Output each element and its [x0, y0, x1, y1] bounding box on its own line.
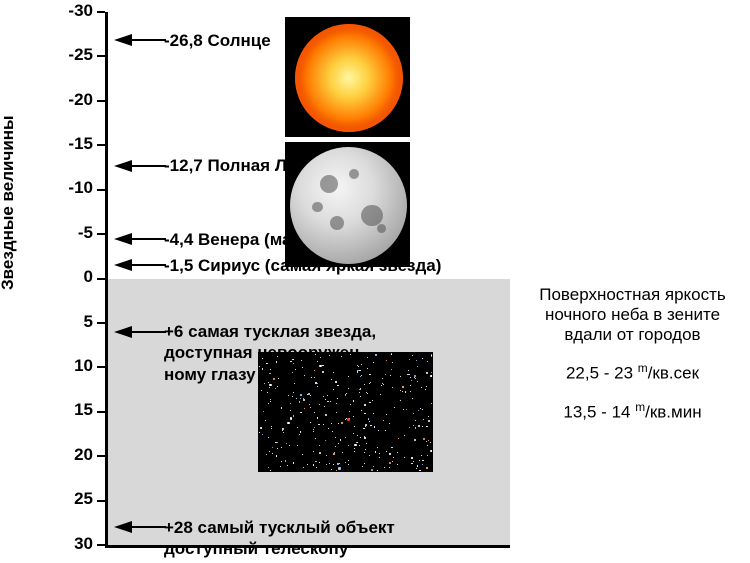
annotation-label: -26,8 Солнце [164, 30, 271, 51]
side-title-line: Поверхностная яркость [525, 285, 740, 305]
tick-mark [97, 189, 105, 191]
tick-label: -5 [53, 223, 93, 243]
tick-label: 10 [53, 356, 93, 376]
tick-mark [97, 366, 105, 368]
annotation-arrow-head [114, 34, 132, 46]
tick-label: 15 [53, 400, 93, 420]
tick-label: 0 [53, 267, 93, 287]
tick-mark [97, 322, 105, 324]
tick-label: -15 [53, 134, 93, 154]
annotation-arrow-line [126, 238, 166, 240]
side-value-line: 13,5 - 14 m/кв.мин [525, 400, 740, 423]
sky-brightness-panel: Поверхностная яркостьночного неба в зени… [525, 285, 740, 422]
moon-image [285, 142, 410, 267]
annotation-arrow-head [114, 521, 132, 533]
sun-image [285, 17, 410, 137]
tick-mark [97, 11, 105, 13]
annotation-arrow-line [126, 165, 166, 167]
tick-mark [97, 278, 105, 280]
tick-mark [97, 55, 105, 57]
starfield-image [258, 352, 433, 472]
tick-label: 5 [53, 312, 93, 332]
y-axis-line [105, 12, 108, 545]
tick-label: 30 [53, 534, 93, 554]
tick-mark [97, 500, 105, 502]
tick-mark [97, 100, 105, 102]
tick-label: -10 [53, 178, 93, 198]
tick-mark [97, 144, 105, 146]
side-title-line: вдали от городов [525, 325, 740, 345]
tick-label: -30 [53, 1, 93, 21]
side-value-line: 22,5 - 23 m/кв.сек [525, 361, 740, 384]
annotation-label: +28 самый тусклый объект доступный телес… [164, 517, 395, 560]
tick-mark [97, 455, 105, 457]
annotation-arrow-head [114, 233, 132, 245]
tick-mark [97, 544, 105, 546]
tick-mark [97, 411, 105, 413]
y-axis-label: Звездные величины [0, 115, 18, 290]
tick-label: 20 [53, 445, 93, 465]
tick-label: -25 [53, 45, 93, 65]
annotation-arrow-head [114, 160, 132, 172]
annotation-arrow-line [126, 526, 166, 528]
tick-label: -20 [53, 90, 93, 110]
annotation-arrow-line [126, 264, 166, 266]
annotation-arrow-line [126, 39, 166, 41]
side-title-line: ночного неба в зените [525, 305, 740, 325]
annotation-arrow-head [114, 326, 132, 338]
annotation-arrow-head [114, 259, 132, 271]
tick-mark [97, 233, 105, 235]
tick-label: 25 [53, 489, 93, 509]
annotation-arrow-line [126, 331, 166, 333]
